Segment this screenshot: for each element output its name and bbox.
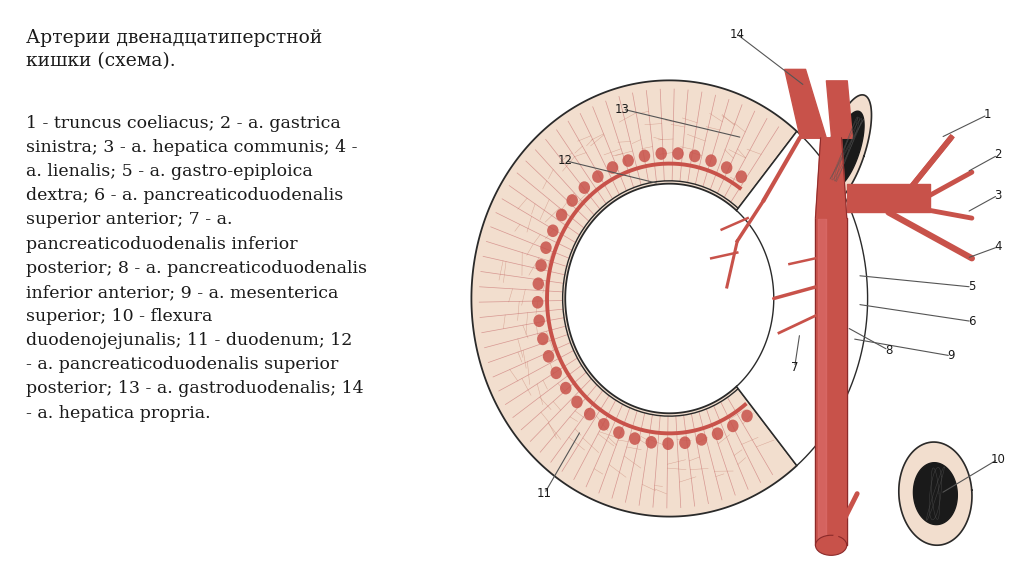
Circle shape bbox=[579, 181, 590, 194]
Circle shape bbox=[673, 148, 684, 160]
Circle shape bbox=[571, 395, 583, 408]
Circle shape bbox=[712, 428, 723, 440]
Circle shape bbox=[536, 259, 547, 272]
Circle shape bbox=[592, 170, 603, 183]
Circle shape bbox=[727, 420, 738, 432]
Polygon shape bbox=[913, 463, 957, 525]
Text: 11: 11 bbox=[537, 487, 552, 500]
Circle shape bbox=[639, 150, 650, 162]
Ellipse shape bbox=[815, 535, 847, 556]
Polygon shape bbox=[815, 218, 847, 545]
Circle shape bbox=[556, 208, 567, 221]
Text: 1 - truncus coeliacus; 2 - a. gastrica
sinistra; 3 - a. hepatica communis; 4 -
a: 1 - truncus coeliacus; 2 - a. gastrica s… bbox=[26, 115, 367, 421]
Circle shape bbox=[584, 408, 595, 420]
Circle shape bbox=[613, 426, 625, 439]
Circle shape bbox=[741, 410, 753, 422]
Circle shape bbox=[721, 161, 732, 174]
Text: 14: 14 bbox=[730, 28, 744, 41]
Polygon shape bbox=[829, 111, 864, 187]
Circle shape bbox=[679, 436, 690, 449]
Circle shape bbox=[551, 367, 562, 379]
Text: 3: 3 bbox=[994, 189, 1001, 201]
Circle shape bbox=[689, 150, 700, 162]
Circle shape bbox=[607, 161, 618, 174]
Circle shape bbox=[537, 332, 549, 345]
Text: Артерии двенадцатиперстной
кишки (схема).: Артерии двенадцатиперстной кишки (схема)… bbox=[26, 29, 322, 70]
Circle shape bbox=[735, 170, 748, 183]
Text: 5: 5 bbox=[968, 281, 976, 293]
Text: 12: 12 bbox=[558, 154, 572, 167]
Text: 1: 1 bbox=[984, 108, 991, 121]
Circle shape bbox=[534, 315, 545, 327]
Circle shape bbox=[560, 382, 571, 394]
Text: 4: 4 bbox=[994, 241, 1001, 253]
Circle shape bbox=[531, 296, 544, 309]
Polygon shape bbox=[822, 95, 871, 204]
Text: 13: 13 bbox=[615, 103, 630, 115]
Circle shape bbox=[695, 433, 708, 445]
Text: 2: 2 bbox=[994, 149, 1001, 161]
Circle shape bbox=[566, 194, 578, 207]
Circle shape bbox=[532, 277, 544, 290]
Polygon shape bbox=[471, 80, 797, 517]
Circle shape bbox=[655, 148, 667, 160]
Circle shape bbox=[706, 154, 717, 167]
Circle shape bbox=[543, 350, 554, 363]
Circle shape bbox=[623, 154, 634, 167]
Text: 10: 10 bbox=[990, 453, 1006, 466]
Polygon shape bbox=[815, 138, 847, 218]
Circle shape bbox=[645, 436, 657, 449]
Text: 7: 7 bbox=[791, 361, 799, 374]
Circle shape bbox=[629, 432, 641, 445]
Circle shape bbox=[547, 224, 558, 237]
Circle shape bbox=[541, 242, 552, 254]
Text: 6: 6 bbox=[968, 315, 976, 328]
Polygon shape bbox=[899, 442, 972, 545]
Text: 8: 8 bbox=[885, 344, 892, 356]
Text: 9: 9 bbox=[947, 350, 954, 362]
Circle shape bbox=[598, 418, 609, 430]
Circle shape bbox=[663, 437, 674, 450]
Polygon shape bbox=[736, 131, 867, 466]
